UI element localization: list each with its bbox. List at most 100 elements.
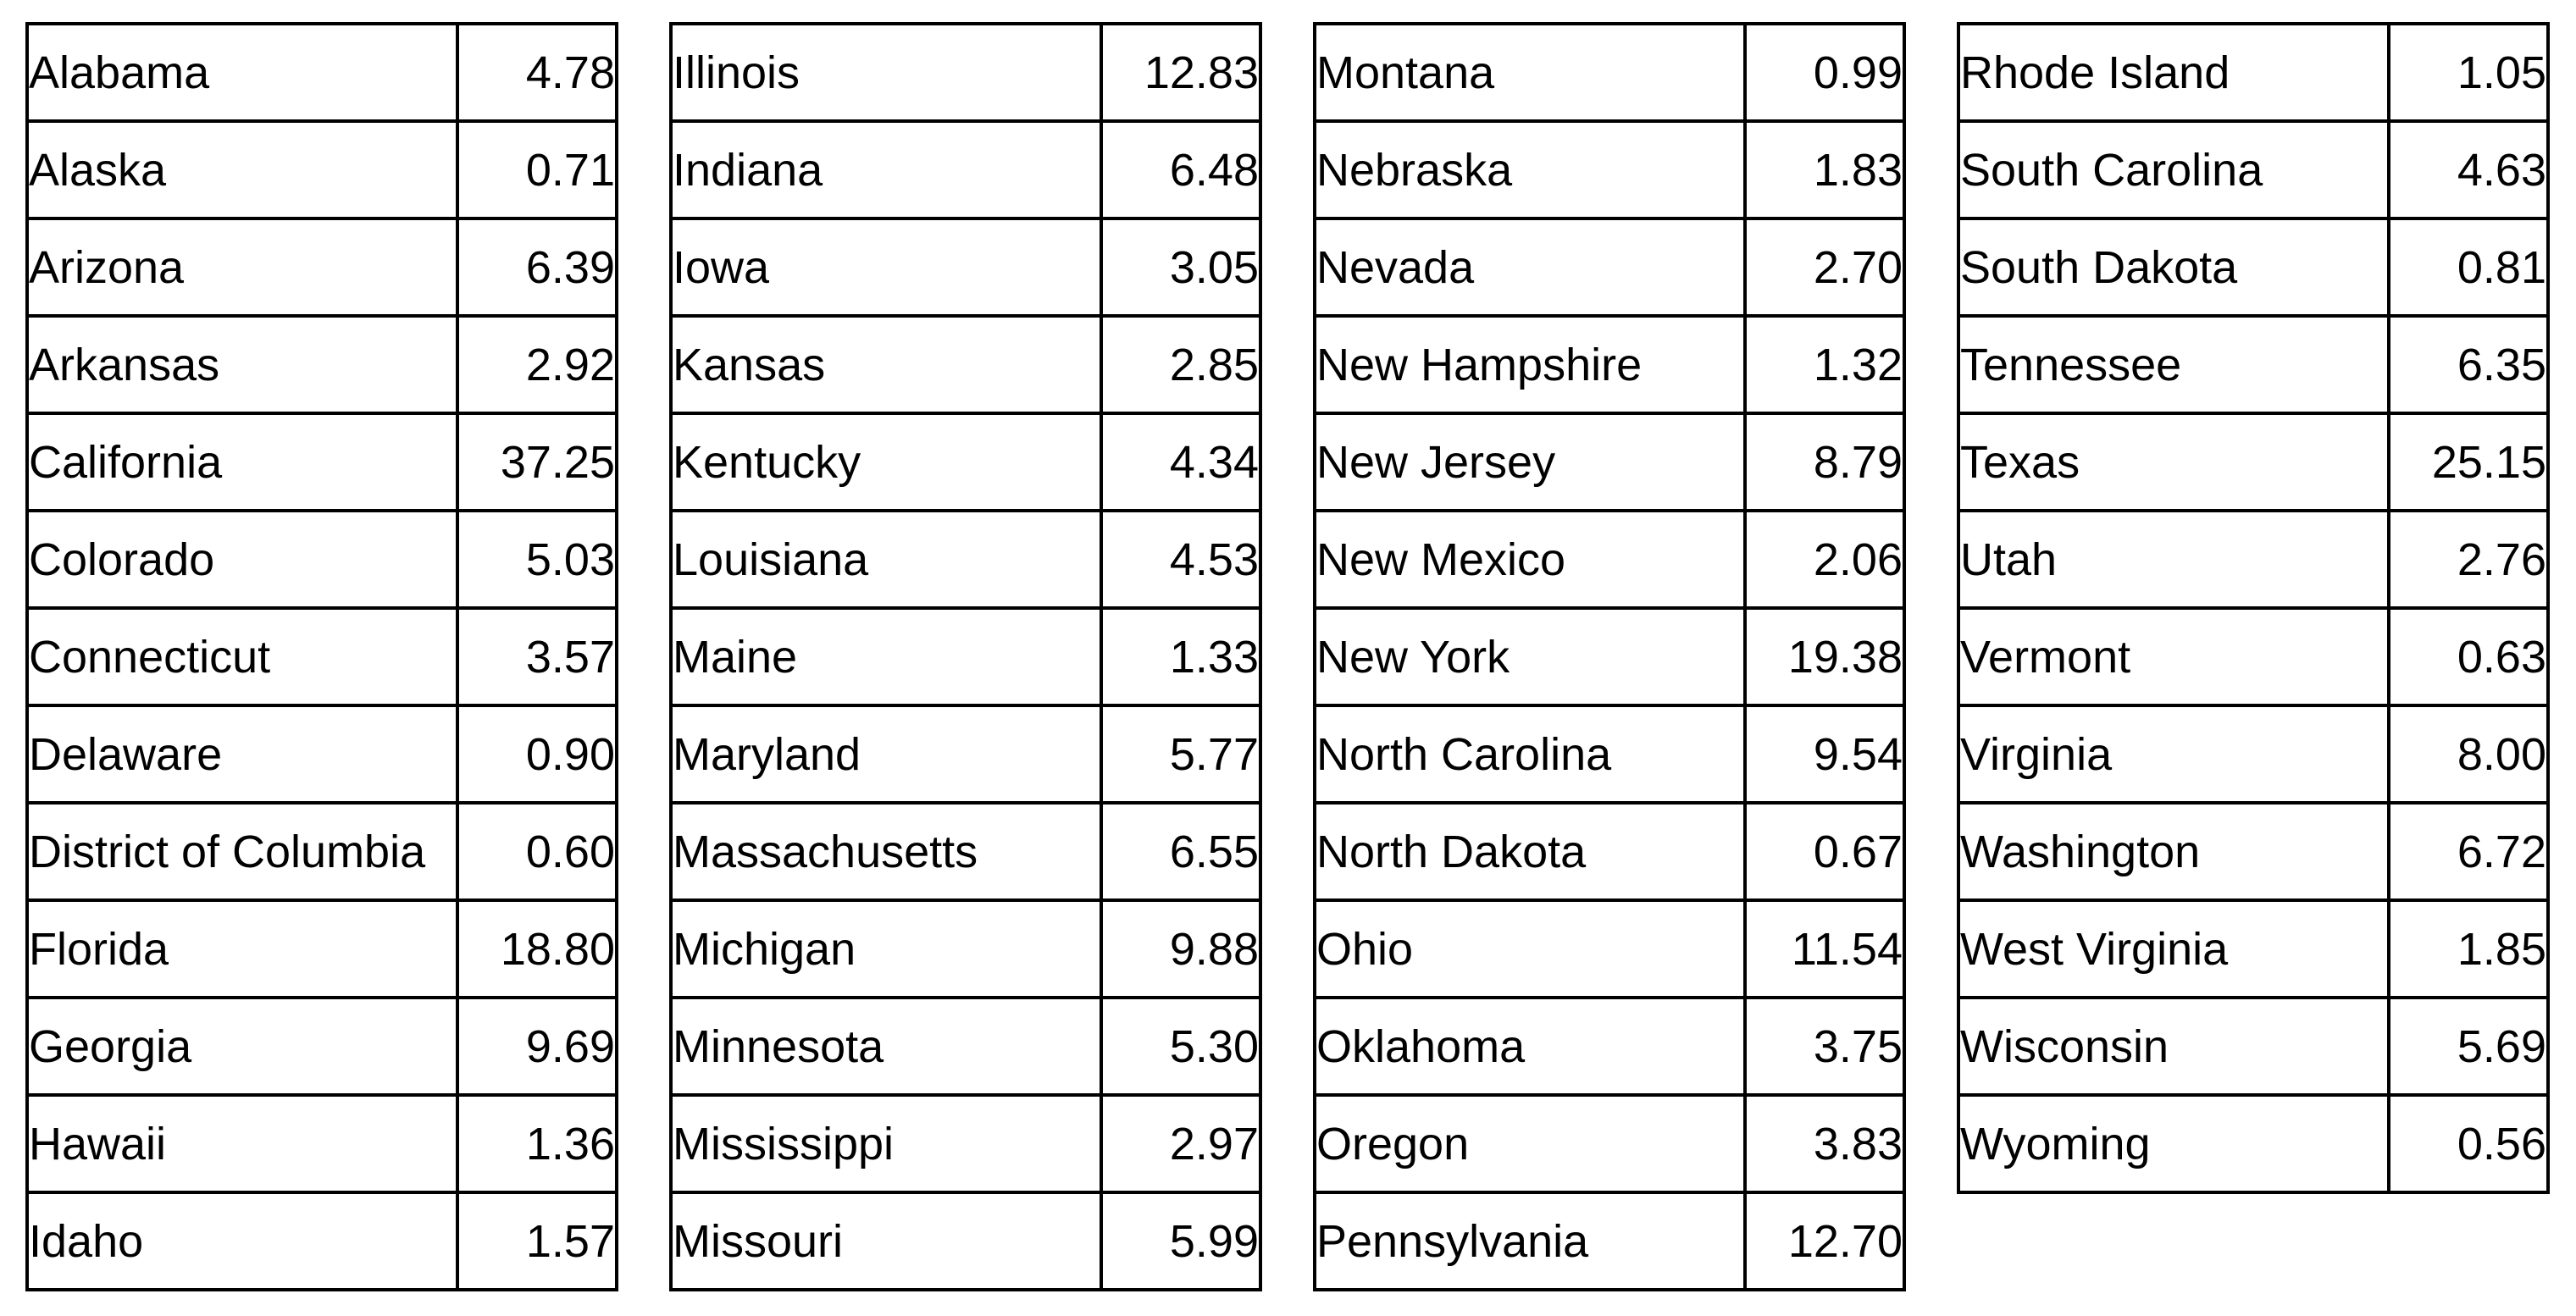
state-value-cell: 9.88 bbox=[1100, 899, 1262, 999]
state-name-cell: New Mexico bbox=[1312, 509, 1748, 610]
table-row: Texas 25.15 bbox=[1956, 412, 2550, 512]
state-name-cell: New Jersey bbox=[1312, 412, 1748, 512]
table-row: Tennessee 6.35 bbox=[1956, 314, 2550, 415]
table-row: Washington 6.72 bbox=[1956, 801, 2550, 902]
state-value-cell: 4.53 bbox=[1100, 509, 1262, 610]
state-value-cell: 2.85 bbox=[1100, 314, 1262, 415]
state-value-cell: 3.57 bbox=[456, 606, 618, 707]
state-value-cell: 3.83 bbox=[1743, 1093, 1906, 1194]
table-row: Minnesota 5.30 bbox=[668, 996, 1262, 1097]
table-row: New Hampshire 1.32 bbox=[1312, 314, 1906, 415]
table-row: South Carolina 4.63 bbox=[1956, 119, 2550, 220]
state-value-cell: 8.00 bbox=[2387, 704, 2550, 805]
table-row: Montana 0.99 bbox=[1312, 22, 1906, 123]
state-name-cell: Alaska bbox=[25, 119, 460, 220]
table-row: Georgia 9.69 bbox=[25, 996, 618, 1097]
state-value-cell: 4.78 bbox=[456, 22, 618, 123]
table-row: North Dakota 0.67 bbox=[1312, 801, 1906, 902]
state-name-cell: North Carolina bbox=[1312, 704, 1748, 805]
state-value-cell: 9.54 bbox=[1743, 704, 1906, 805]
state-value-cell: 0.67 bbox=[1743, 801, 1906, 902]
table-row: North Carolina 9.54 bbox=[1312, 704, 1906, 805]
state-value-cell: 2.92 bbox=[456, 314, 618, 415]
state-value-cell: 6.72 bbox=[2387, 801, 2550, 902]
state-value-cell: 19.38 bbox=[1743, 606, 1906, 707]
table-row: Iowa 3.05 bbox=[668, 217, 1262, 318]
state-value-cell: 6.48 bbox=[1100, 119, 1262, 220]
table-row: New Mexico 2.06 bbox=[1312, 509, 1906, 610]
table-row: California 37.25 bbox=[25, 412, 618, 512]
state-table-4: Rhode Island 1.05 South Carolina 4.63 South … bbox=[1956, 22, 2550, 1194]
table-row: New Jersey 8.79 bbox=[1312, 412, 1906, 512]
state-name-cell: Kentucky bbox=[668, 412, 1104, 512]
table-row: Maryland 5.77 bbox=[668, 704, 1262, 805]
state-name-cell: Tennessee bbox=[1956, 314, 2391, 415]
state-name-cell: South Dakota bbox=[1956, 217, 2391, 318]
state-name-cell: Florida bbox=[25, 899, 460, 999]
state-name-cell: Virginia bbox=[1956, 704, 2391, 805]
state-name-cell: Missouri bbox=[668, 1191, 1104, 1291]
state-name-cell: Wyoming bbox=[1956, 1093, 2391, 1194]
state-value-cell: 12.83 bbox=[1100, 22, 1262, 123]
table-row: Oklahoma 3.75 bbox=[1312, 996, 1906, 1097]
state-value-cell: 1.57 bbox=[456, 1191, 618, 1291]
table-row: Louisiana 4.53 bbox=[668, 509, 1262, 610]
state-name-cell: Nebraska bbox=[1312, 119, 1748, 220]
state-value-cell: 12.70 bbox=[1743, 1191, 1906, 1291]
state-value-cell: 4.34 bbox=[1100, 412, 1262, 512]
table-row: Michigan 9.88 bbox=[668, 899, 1262, 999]
state-name-cell: Oregon bbox=[1312, 1093, 1748, 1194]
state-name-cell: Georgia bbox=[25, 996, 460, 1097]
state-value-cell: 3.75 bbox=[1743, 996, 1906, 1097]
state-value-cell: 6.39 bbox=[456, 217, 618, 318]
state-value-cell: 3.05 bbox=[1100, 217, 1262, 318]
state-table-2-body: Illinois 12.83 Indiana 6.48 Iowa 3.05 Kansas 2.… bbox=[668, 22, 1262, 1291]
state-value-cell: 37.25 bbox=[456, 412, 618, 512]
state-value-cell: 1.36 bbox=[456, 1093, 618, 1194]
state-name-cell: West Virginia bbox=[1956, 899, 2391, 999]
state-value-cell: 5.99 bbox=[1100, 1191, 1262, 1291]
state-value-cell: 1.83 bbox=[1743, 119, 1906, 220]
state-table-3-body: Montana 0.99 Nebraska 1.83 Nevada 2.70 New Ham… bbox=[1312, 22, 1906, 1291]
table-row: Florida 18.80 bbox=[25, 899, 618, 999]
table-row: Ohio 11.54 bbox=[1312, 899, 1906, 999]
table-row: Delaware 0.90 bbox=[25, 704, 618, 805]
state-value-cell: 0.71 bbox=[456, 119, 618, 220]
state-value-cell: 0.56 bbox=[2387, 1093, 2550, 1194]
state-name-cell: Hawaii bbox=[25, 1093, 460, 1194]
state-name-cell: Colorado bbox=[25, 509, 460, 610]
state-name-cell: Oklahoma bbox=[1312, 996, 1748, 1097]
state-name-cell: Iowa bbox=[668, 217, 1104, 318]
state-table-1-body: Alabama 4.78 Alaska 0.71 Arizona 6.39 Arkansas… bbox=[25, 22, 618, 1291]
table-row: Maine 1.33 bbox=[668, 606, 1262, 707]
state-name-cell: New Hampshire bbox=[1312, 314, 1748, 415]
table-row: Nevada 2.70 bbox=[1312, 217, 1906, 318]
state-name-cell: Nevada bbox=[1312, 217, 1748, 318]
state-name-cell: Connecticut bbox=[25, 606, 460, 707]
table-row: Indiana 6.48 bbox=[668, 119, 1262, 220]
state-name-cell: Mississippi bbox=[668, 1093, 1104, 1194]
state-value-cell: 9.69 bbox=[456, 996, 618, 1097]
state-value-cell: 1.05 bbox=[2387, 22, 2550, 123]
state-value-cell: 5.69 bbox=[2387, 996, 2550, 1097]
table-row: Illinois 12.83 bbox=[668, 22, 1262, 123]
state-value-cell: 0.99 bbox=[1743, 22, 1906, 123]
table-row: Nebraska 1.83 bbox=[1312, 119, 1906, 220]
state-value-cell: 2.70 bbox=[1743, 217, 1906, 318]
state-name-cell: Indiana bbox=[668, 119, 1104, 220]
state-name-cell: Delaware bbox=[25, 704, 460, 805]
state-value-cell: 2.97 bbox=[1100, 1093, 1262, 1194]
state-value-cell: 0.63 bbox=[2387, 606, 2550, 707]
table-row: Kentucky 4.34 bbox=[668, 412, 1262, 512]
state-value-cell: 0.90 bbox=[456, 704, 618, 805]
state-value-cell: 18.80 bbox=[456, 899, 618, 999]
state-name-cell: Washington bbox=[1956, 801, 2391, 902]
state-value-cell: 1.33 bbox=[1100, 606, 1262, 707]
table-row: Missouri 5.99 bbox=[668, 1191, 1262, 1291]
table-row: Massachusetts 6.55 bbox=[668, 801, 1262, 902]
state-name-cell: North Dakota bbox=[1312, 801, 1748, 902]
state-name-cell: Ohio bbox=[1312, 899, 1748, 999]
state-value-cell: 6.55 bbox=[1100, 801, 1262, 902]
table-row: Vermont 0.63 bbox=[1956, 606, 2550, 707]
table-row: Hawaii 1.36 bbox=[25, 1093, 618, 1194]
